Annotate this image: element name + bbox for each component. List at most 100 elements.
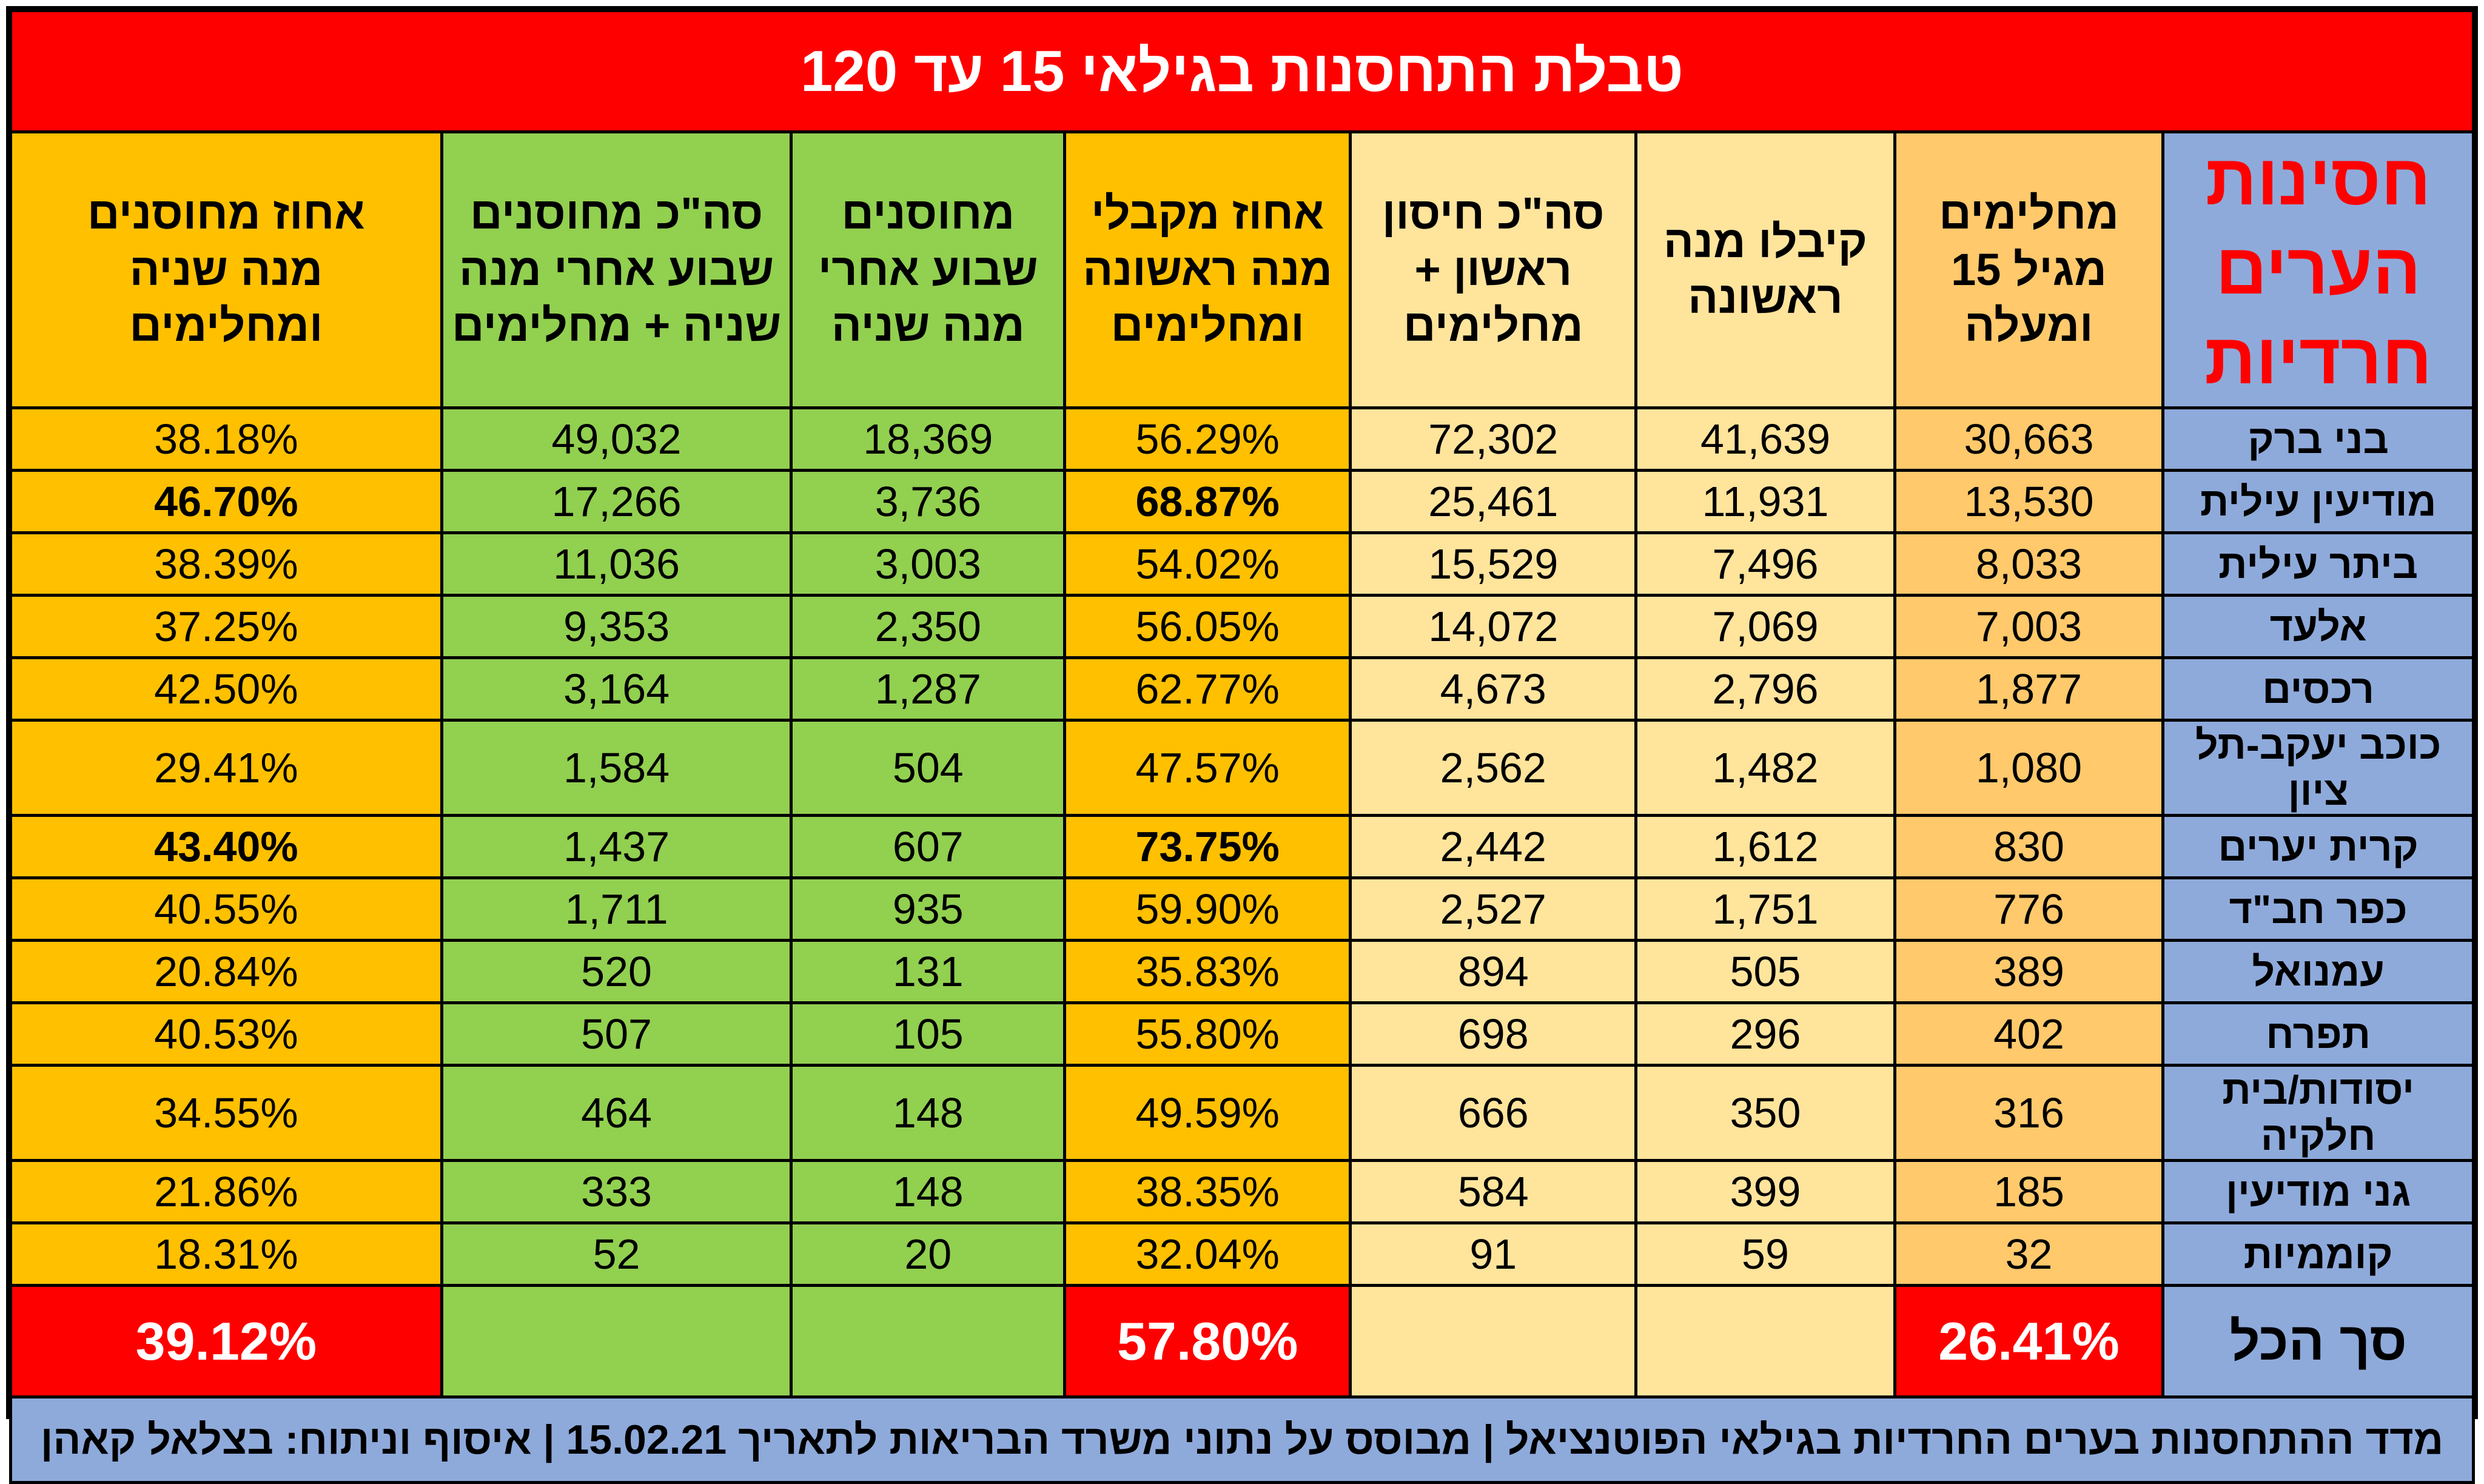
cell-value: 40.55%: [9, 876, 443, 942]
cell-value: 2,527: [1349, 876, 1638, 942]
city-name: ביתר עילית: [2161, 531, 2475, 597]
city-name: קרית יערים: [2161, 814, 2475, 879]
cell-value: 54.02%: [1063, 531, 1352, 597]
total-value: 39.12%: [9, 1284, 443, 1398]
cell-value: 18.31%: [9, 1221, 443, 1287]
cell-value: 15,529: [1349, 531, 1638, 597]
total-label: סך הכל: [2161, 1284, 2475, 1398]
cell-value: 8,033: [1893, 531, 2165, 597]
cell-value: 105: [790, 1001, 1067, 1067]
city-name: מודיעין עילית: [2161, 469, 2475, 534]
cell-value: 13,530: [1893, 469, 2165, 534]
header-first-dose: קיבלו מנה ראשונה: [1634, 130, 1896, 409]
header-pct-second-recovered: אחוז מחוסנים מנה שניה ומחלימים: [9, 130, 443, 409]
header-first-plus-recovered: סה"כ חיסון ראשון + מחלימים: [1349, 130, 1638, 409]
city-name: כפר חב"ד: [2161, 876, 2475, 942]
cell-value: 18,369: [790, 406, 1067, 472]
total-value: 57.80%: [1063, 1284, 1352, 1398]
cell-value: 2,562: [1349, 719, 1638, 817]
cell-value: 3,164: [440, 656, 793, 722]
cell-value: 894: [1349, 939, 1638, 1004]
cell-value: 25,461: [1349, 469, 1638, 534]
cell-value: 38.35%: [1063, 1159, 1352, 1224]
cell-value: 333: [440, 1159, 793, 1224]
footer-note: מדד ההתחסנות בערים החרדיות בגילאי הפוטנצ…: [9, 1395, 2475, 1484]
cell-value: 9,353: [440, 594, 793, 659]
cell-value: 504: [790, 719, 1067, 817]
table-row: רכסים 1,877 2,796 4,673 62.77% 1,287 3,164 42.5…: [9, 656, 2475, 722]
cell-value: 148: [790, 1159, 1067, 1224]
cell-value: 62.77%: [1063, 656, 1352, 722]
cell-value: 350: [1634, 1064, 1896, 1162]
cell-value: 14,072: [1349, 594, 1638, 659]
total-value: 26.41%: [1893, 1284, 2165, 1398]
cell-value: 46.70%: [9, 469, 443, 534]
cell-value: 20: [790, 1221, 1067, 1287]
cell-value: 389: [1893, 939, 2165, 1004]
city-name: עמנואל: [2161, 939, 2475, 1004]
vaccination-table-frame: טבלת התחסנות בגילאי 15 עד 120 חסינות הערי…: [6, 6, 2478, 1484]
cell-value: 2,796: [1634, 656, 1896, 722]
cell-value: 1,612: [1634, 814, 1896, 879]
cell-value: 30,663: [1893, 406, 2165, 472]
table-row: גני מודיעין 185 399 584 38.35% 148 333 21.86%: [9, 1159, 2475, 1224]
table-row: תפרח 402 296 698 55.80% 105 507 40.53%: [9, 1001, 2475, 1067]
cell-value: 776: [1893, 876, 2165, 942]
cell-value: 40.53%: [9, 1001, 443, 1067]
header-cities: חסינות הערים חרדיות: [2161, 130, 2475, 409]
cell-value: 72,302: [1349, 406, 1638, 472]
cell-value: 698: [1349, 1001, 1638, 1067]
cell-value: 1,584: [440, 719, 793, 817]
total-row: סך הכל 26.41% 57.80% 39.12%: [9, 1284, 2475, 1398]
cell-value: 32: [1893, 1221, 2165, 1287]
city-name: תפרח: [2161, 1001, 2475, 1067]
cell-value: 47.57%: [1063, 719, 1352, 817]
cell-value: 35.83%: [1063, 939, 1352, 1004]
cell-value: 17,266: [440, 469, 793, 534]
cell-value: 41,639: [1634, 406, 1896, 472]
cell-value: 42.50%: [9, 656, 443, 722]
cell-value: 56.05%: [1063, 594, 1352, 659]
cell-value: 2,442: [1349, 814, 1638, 879]
table-row: ביתר עילית 8,033 7,496 15,529 54.02% 3,003 11,…: [9, 531, 2475, 597]
total-empty-cell: [1349, 1284, 1638, 1398]
cell-value: 59: [1634, 1221, 1896, 1287]
table-row: כוכב יעקב-תל ציון 1,080 1,482 2,562 47.57% 50…: [9, 719, 2475, 817]
cell-value: 34.55%: [9, 1064, 443, 1162]
cell-value: 1,711: [440, 876, 793, 942]
header-recovered: מחלימים מגיל 15 ומעלה: [1893, 130, 2165, 409]
cell-value: 49.59%: [1063, 1064, 1352, 1162]
cell-value: 4,673: [1349, 656, 1638, 722]
cell-value: 3,003: [790, 531, 1067, 597]
header-pct-first-recovered: אחוז מקבלי מנה ראשונה ומחלימים: [1063, 130, 1352, 409]
header-second-plus-recovered: סה"כ מחוסנים שבוע אחרי מנה שניה + מחלימים: [440, 130, 793, 409]
cell-value: 296: [1634, 1001, 1896, 1067]
cell-value: 68.87%: [1063, 469, 1352, 534]
cell-value: 131: [790, 939, 1067, 1004]
cell-value: 3,736: [790, 469, 1067, 534]
cell-value: 43.40%: [9, 814, 443, 879]
table-row: בני ברק 30,663 41,639 72,302 56.29% 18,369 49,…: [9, 406, 2475, 472]
city-name: רכסים: [2161, 656, 2475, 722]
cell-value: 666: [1349, 1064, 1638, 1162]
total-empty-cell: [790, 1284, 1067, 1398]
total-empty-cell: [440, 1284, 793, 1398]
cell-value: 185: [1893, 1159, 2165, 1224]
cell-value: 38.18%: [9, 406, 443, 472]
table-row: קוממיות 32 59 91 32.04% 20 52 18.31%: [9, 1221, 2475, 1287]
cell-value: 1,751: [1634, 876, 1896, 942]
cell-value: 73.75%: [1063, 814, 1352, 879]
cell-value: 20.84%: [9, 939, 443, 1004]
cell-value: 49,032: [440, 406, 793, 472]
cell-value: 316: [1893, 1064, 2165, 1162]
header-second-dose: מחוסנים שבוע אחרי מנה שניה: [790, 130, 1067, 409]
cell-value: 935: [790, 876, 1067, 942]
cell-value: 2,350: [790, 594, 1067, 659]
cell-value: 7,496: [1634, 531, 1896, 597]
cell-value: 11,931: [1634, 469, 1896, 534]
cell-value: 55.80%: [1063, 1001, 1352, 1067]
city-name: כוכב יעקב-תל ציון: [2161, 719, 2475, 817]
cell-value: 1,437: [440, 814, 793, 879]
cell-value: 399: [1634, 1159, 1896, 1224]
table-row: קרית יערים 830 1,612 2,442 73.75% 607 1,437 43.…: [9, 814, 2475, 879]
